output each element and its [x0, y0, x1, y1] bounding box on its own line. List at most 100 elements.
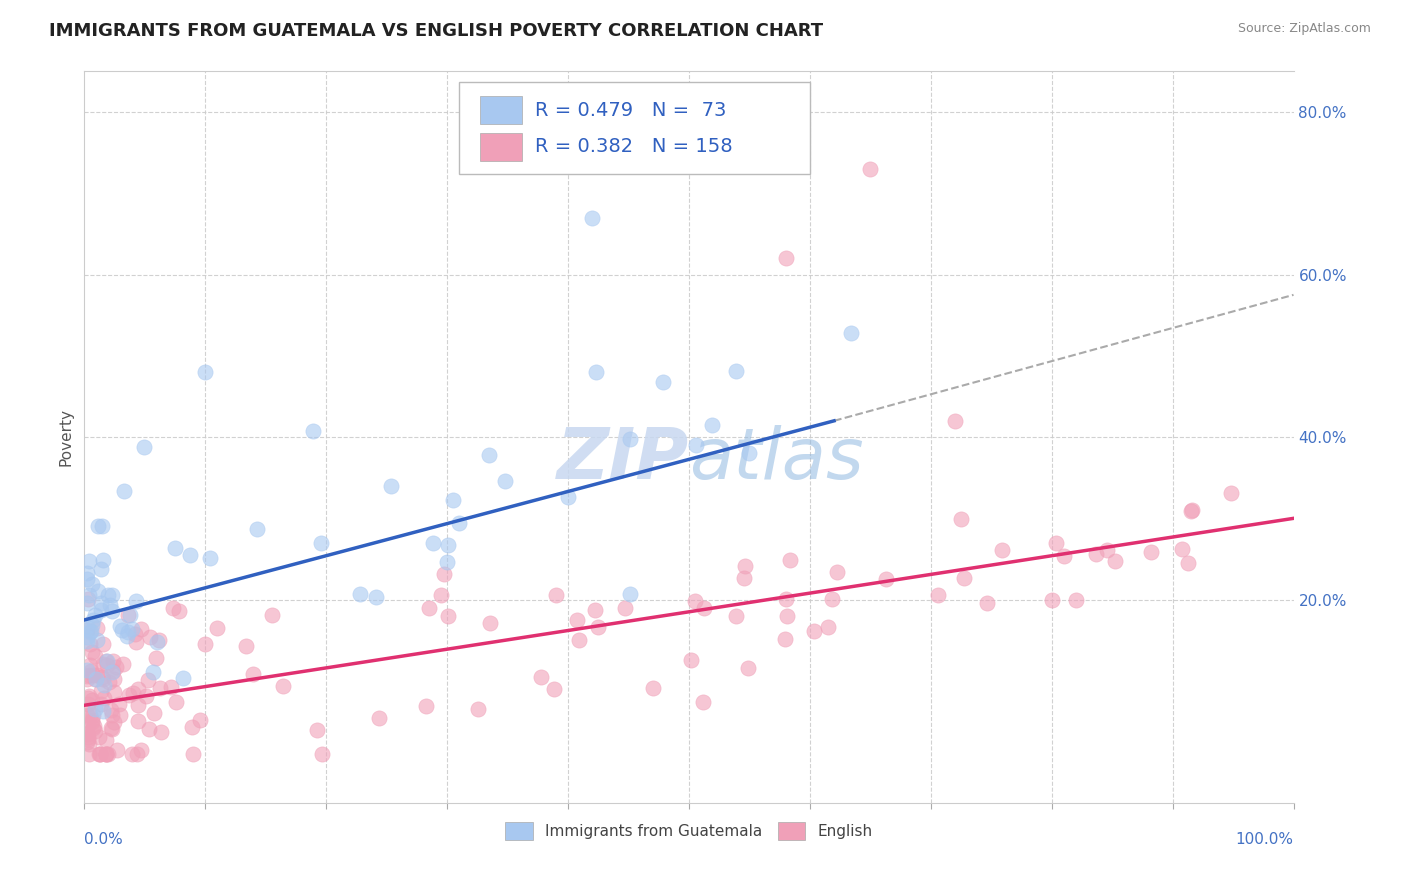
- Point: [82, 613, 104, 627]
- Point: [246, 522, 269, 536]
- Point: [77, 747, 100, 761]
- Point: [773, 632, 796, 646]
- Point: [87, 730, 110, 744]
- Point: [112, 483, 135, 498]
- Point: [685, 438, 707, 452]
- Text: Source: ZipAtlas.com: Source: ZipAtlas.com: [1237, 22, 1371, 36]
- Point: [101, 604, 124, 618]
- Point: [121, 686, 143, 700]
- Point: [111, 624, 134, 638]
- Point: [91, 518, 114, 533]
- Point: [260, 607, 283, 622]
- Point: [77, 592, 100, 607]
- Point: [76, 727, 98, 741]
- Point: [198, 550, 221, 565]
- Point: [380, 479, 402, 493]
- Point: [585, 603, 607, 617]
- Point: [76, 572, 98, 586]
- Point: [77, 689, 100, 703]
- Point: [991, 542, 1014, 557]
- Point: [1220, 485, 1243, 500]
- Point: [302, 424, 325, 438]
- Point: [79, 658, 101, 673]
- Point: [77, 697, 100, 711]
- Point: [1040, 593, 1063, 607]
- Point: [82, 645, 104, 659]
- Bar: [479, 133, 522, 161]
- Point: [94, 732, 117, 747]
- Point: [364, 590, 387, 604]
- Point: [86, 583, 108, 598]
- Point: [89, 747, 111, 761]
- Point: [79, 624, 101, 639]
- Point: [129, 622, 152, 636]
- Point: [145, 650, 167, 665]
- Point: [124, 627, 146, 641]
- Point: [1053, 549, 1076, 564]
- Point: [76, 630, 98, 644]
- Point: [76, 566, 98, 581]
- Point: [127, 714, 149, 729]
- Point: [146, 635, 169, 649]
- Point: [700, 418, 723, 433]
- Point: [875, 572, 897, 586]
- Point: [103, 714, 125, 729]
- Point: [86, 633, 108, 648]
- Point: [76, 623, 98, 637]
- Point: [96, 747, 118, 761]
- Point: [1097, 542, 1119, 557]
- FancyBboxPatch shape: [460, 82, 810, 174]
- Point: [976, 596, 998, 610]
- Point: [103, 685, 125, 699]
- Point: [775, 591, 797, 606]
- Point: [77, 737, 100, 751]
- Bar: [479, 96, 522, 124]
- Point: [165, 695, 187, 709]
- Point: [415, 698, 437, 713]
- Point: [619, 586, 641, 600]
- Point: [76, 620, 98, 634]
- Point: [91, 672, 114, 686]
- Point: [83, 719, 105, 733]
- Point: [149, 681, 172, 695]
- Point: [93, 678, 115, 692]
- Point: [437, 538, 460, 552]
- Point: [683, 594, 706, 608]
- Point: [737, 661, 759, 675]
- Point: [436, 555, 458, 569]
- Y-axis label: Poverty: Poverty: [58, 408, 73, 467]
- Point: [96, 655, 118, 669]
- Point: [127, 698, 149, 713]
- Point: [105, 743, 128, 757]
- Point: [943, 414, 966, 428]
- Text: IMMIGRANTS FROM GUATEMALA VS ENGLISH POVERTY CORRELATION CHART: IMMIGRANTS FROM GUATEMALA VS ENGLISH POV…: [49, 22, 824, 40]
- Point: [100, 703, 122, 717]
- Point: [544, 588, 567, 602]
- Point: [433, 566, 456, 581]
- Point: [103, 664, 125, 678]
- Point: [79, 637, 101, 651]
- Point: [103, 654, 125, 668]
- Point: [82, 707, 104, 722]
- Point: [103, 672, 125, 686]
- Point: [305, 723, 328, 737]
- Point: [80, 576, 103, 591]
- Point: [418, 600, 440, 615]
- Point: [108, 697, 131, 711]
- Point: [725, 364, 748, 378]
- Point: [91, 637, 114, 651]
- Point: [349, 586, 371, 600]
- Point: [84, 608, 107, 623]
- Point: [367, 711, 389, 725]
- Point: [79, 708, 101, 723]
- Point: [478, 616, 501, 631]
- Point: [927, 588, 949, 602]
- Point: [149, 725, 172, 739]
- Point: [91, 670, 114, 684]
- Point: [100, 722, 122, 736]
- Point: [77, 668, 100, 682]
- Point: [76, 633, 98, 648]
- Point: [641, 681, 664, 695]
- Point: [98, 598, 121, 612]
- Point: [422, 536, 444, 550]
